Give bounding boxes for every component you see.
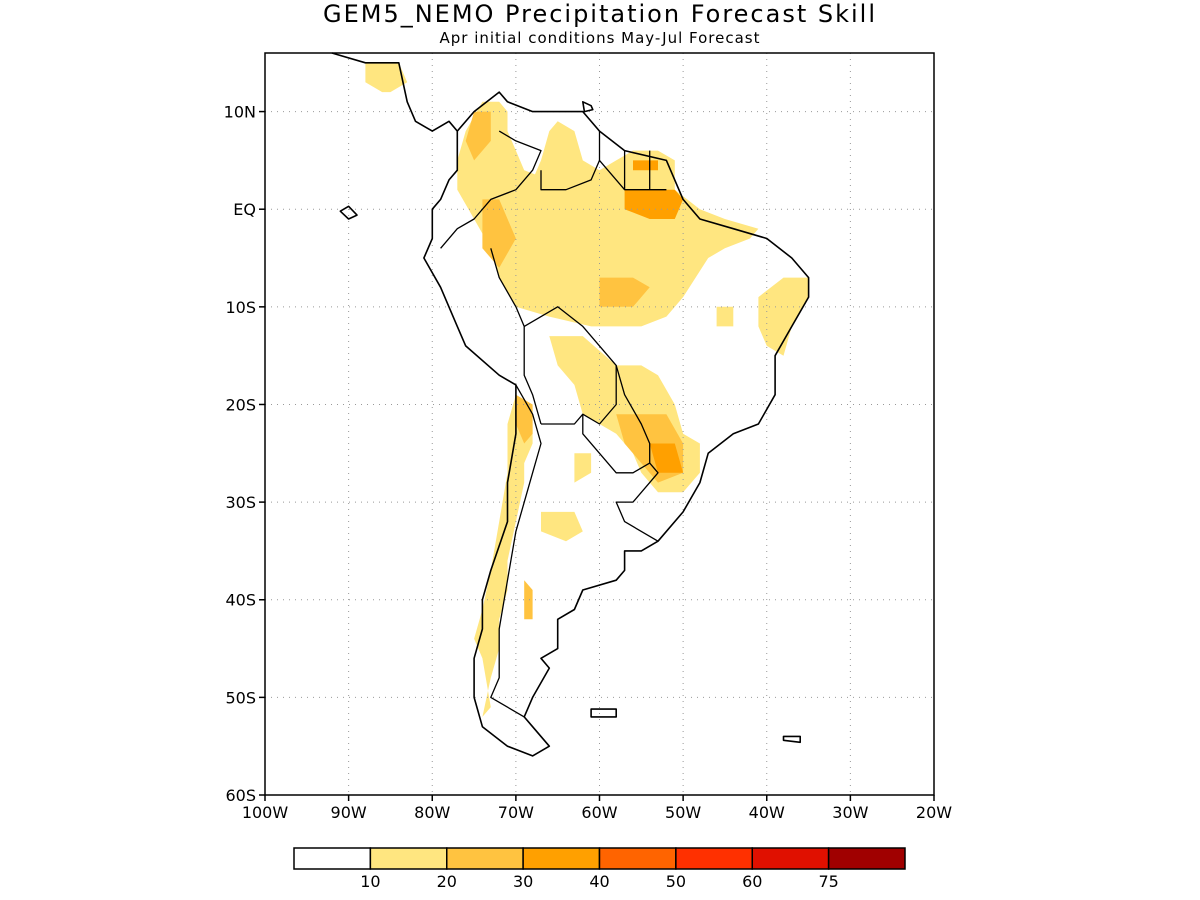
colorbar-swatch: [675, 847, 753, 870]
coastline: [339, 205, 358, 220]
lon-tick-label: 40W: [749, 803, 785, 822]
colorbar-swatch: [293, 847, 372, 870]
country-border: [490, 384, 542, 718]
country-border: [523, 306, 617, 425]
lon-tick-label: 60W: [581, 803, 617, 822]
lat-tick-label: EQ: [233, 200, 256, 219]
skill-region-level-1: [365, 62, 408, 93]
skill-region-level-2: [524, 580, 533, 620]
lon-tick-label: 80W: [414, 803, 450, 822]
colorbar-label: 20: [437, 872, 457, 891]
colorbar-swatch: [598, 847, 677, 870]
chart-title: GEM5_NEMO Precipitation Forecast Skill: [322, 0, 878, 28]
lat-tick-label: 10S: [225, 298, 256, 317]
skill-region-level-1: [549, 228, 608, 268]
country-border: [540, 160, 601, 191]
colorbar-swatch: [522, 847, 601, 870]
colorbar: 10 20 30 40 50 60 75: [293, 847, 906, 891]
colorbar-label: 60: [742, 872, 762, 891]
lat-tick-label: 40S: [225, 591, 256, 610]
skill-region-level-1: [716, 306, 734, 327]
lat-tick-label: 30S: [225, 493, 256, 512]
colorbar-swatch: [446, 847, 524, 870]
colorbar-label: 40: [589, 872, 609, 891]
skill-region-level-3: [624, 189, 684, 219]
country-border: [615, 462, 659, 542]
country-borders-layer: [440, 130, 667, 718]
lat-tick-label: 20S: [225, 395, 256, 414]
chart-subtitle: Apr initial conditions May-Jul Forecast: [439, 29, 761, 47]
lat-tick-label: 10N: [224, 103, 256, 122]
skill-region-level-1: [758, 277, 809, 356]
lon-tick-label: 100W: [242, 803, 289, 822]
skill-region-level-3: [633, 160, 658, 171]
skill-region-level-2: [599, 277, 650, 307]
coastline: [581, 101, 594, 113]
lat-tick-label: 50S: [225, 688, 256, 707]
lat-tick-label: 60S: [225, 786, 256, 805]
skill-region-level-1: [457, 101, 759, 327]
skill-region-level-2: [482, 199, 516, 268]
lon-tick-label: 20W: [916, 803, 952, 822]
colorbar-swatch: [827, 847, 906, 870]
lon-tick-label: 90W: [331, 803, 367, 822]
lon-tick-label: 30W: [832, 803, 868, 822]
lon-tick-label: 70W: [498, 803, 534, 822]
colorbar-swatch: [751, 847, 830, 870]
colorbar-label: 50: [666, 872, 686, 891]
lon-tick-label: 50W: [665, 803, 701, 822]
country-border: [440, 130, 542, 249]
gridlines: [265, 53, 934, 795]
skill-region-level-1: [541, 511, 583, 542]
skill-region-level-1: [474, 394, 533, 717]
country-border: [598, 131, 667, 191]
colorbar-swatch: [369, 847, 448, 870]
skill-shading-layer: [365, 62, 809, 717]
coastline: [423, 91, 810, 757]
colorbar-label: 75: [818, 872, 838, 891]
coastline-layer: [331, 52, 810, 757]
coastline: [331, 52, 458, 132]
skill-region-level-3: [649, 443, 684, 473]
coastline: [782, 735, 802, 744]
skill-region-level-1: [574, 453, 592, 483]
colorbar-label: 30: [513, 872, 533, 891]
coastline: [590, 708, 618, 718]
skill-region-level-2: [465, 111, 491, 161]
colorbar-label: 10: [360, 872, 380, 891]
